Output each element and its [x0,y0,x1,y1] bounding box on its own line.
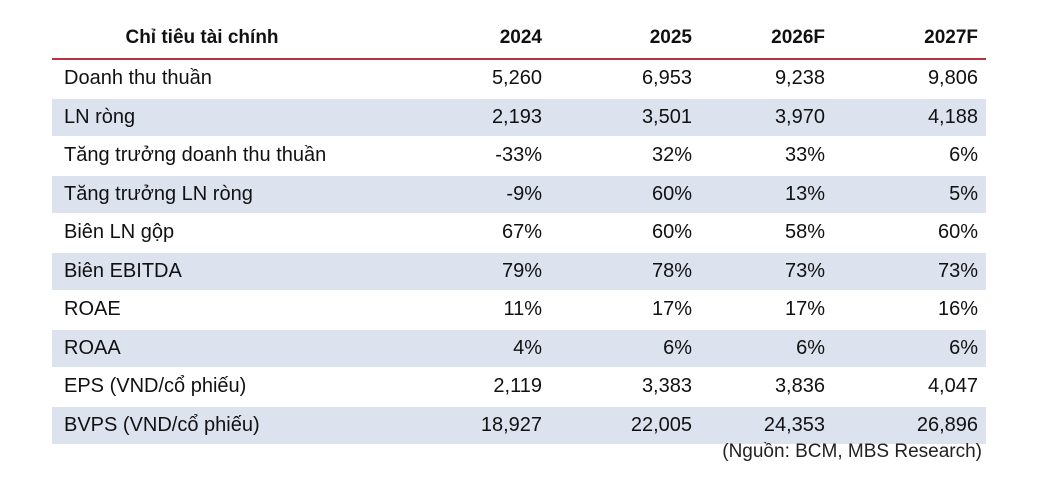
row-label: Doanh thu thuần [64,67,212,90]
row-label: ROAA [52,329,442,368]
table-row: ROAE 11% 17% 17% 16% [52,291,986,329]
row-value: 78% [550,252,700,291]
row-value: 60% [651,221,692,244]
header-2026f: 2026F [700,18,833,60]
row-label: Biên EBITDA [52,252,442,291]
row-value: 73% [700,252,833,291]
row-value: 6,953 [641,67,692,90]
row-value: 16% [937,298,978,321]
row-label: BVPS (VND/cổ phiếu) [52,406,442,445]
table-row: Doanh thu thuần 5,260 6,953 9,238 9,806 [52,59,986,98]
row-value: 9,238 [774,67,825,90]
row-label: Biên LN gộp [64,221,175,244]
row-label: EPS (VND/cổ phiếu) [64,375,247,398]
table-row: Biên LN gộp 67% 60% 58% 60% [52,214,986,252]
row-value: 5,260 [491,67,542,90]
row-label: Tăng trưởng doanh thu thuần [64,144,327,167]
row-value: 24,353 [700,406,833,445]
table-row: BVPS (VND/cổ phiếu) 18,927 22,005 24,353… [52,406,986,445]
table-row: Biên EBITDA 79% 78% 73% 73% [52,252,986,291]
row-value: 2,119 [493,375,542,398]
row-value: 6% [700,329,833,368]
row-value: 6% [949,144,978,167]
row-value: 18,927 [442,406,550,445]
row-value: 17% [651,298,692,321]
row-value: 5% [833,175,986,214]
header-2024: 2024 [442,18,550,60]
header-indicator: Chỉ tiêu tài chính [52,18,442,60]
financial-indicators-table: Chỉ tiêu tài chính 2024 2025 2026F 2027F… [52,18,986,445]
row-value: -33% [495,144,542,167]
table-row: Tăng trưởng LN ròng -9% 60% 13% 5% [52,175,986,214]
row-value: 13% [700,175,833,214]
row-value: 26,896 [833,406,986,445]
row-value: 58% [784,221,825,244]
row-label: LN ròng [52,98,442,137]
header-2025: 2025 [550,18,700,60]
row-value: 3,383 [641,375,692,398]
row-value: 33% [784,144,825,167]
row-label: ROAE [64,298,121,321]
row-value: 17% [784,298,825,321]
row-value: 22,005 [550,406,700,445]
table-row: ROAA 4% 6% 6% 6% [52,329,986,368]
table-row: LN ròng 2,193 3,501 3,970 4,188 [52,98,986,137]
row-value: 32% [651,144,692,167]
row-value: 60% [937,221,978,244]
row-label: Tăng trưởng LN ròng [52,175,442,214]
source-note: (Nguồn: BCM, MBS Research) [722,441,982,462]
row-value: 67% [501,221,542,244]
row-value: 9,806 [927,67,978,90]
financial-table-wrapper: Chỉ tiêu tài chính 2024 2025 2026F 2027F… [52,18,986,445]
row-value: 2,193 [442,98,550,137]
header-2027f: 2027F [833,18,986,60]
table-row: Tăng trưởng doanh thu thuần -33% 32% 33%… [52,137,986,175]
row-value: 3,836 [774,375,825,398]
row-value: 73% [833,252,986,291]
row-value: 60% [550,175,700,214]
row-value: 79% [442,252,550,291]
row-value: 11% [503,298,542,321]
row-value: 4% [442,329,550,368]
table-header-row: Chỉ tiêu tài chính 2024 2025 2026F 2027F [52,18,986,60]
row-value: -9% [442,175,550,214]
row-value: 6% [550,329,700,368]
row-value: 4,188 [833,98,986,137]
table-row: EPS (VND/cổ phiếu) 2,119 3,383 3,836 4,0… [52,368,986,406]
row-value: 3,970 [700,98,833,137]
row-value: 3,501 [550,98,700,137]
row-value: 6% [833,329,986,368]
row-value: 4,047 [927,375,978,398]
